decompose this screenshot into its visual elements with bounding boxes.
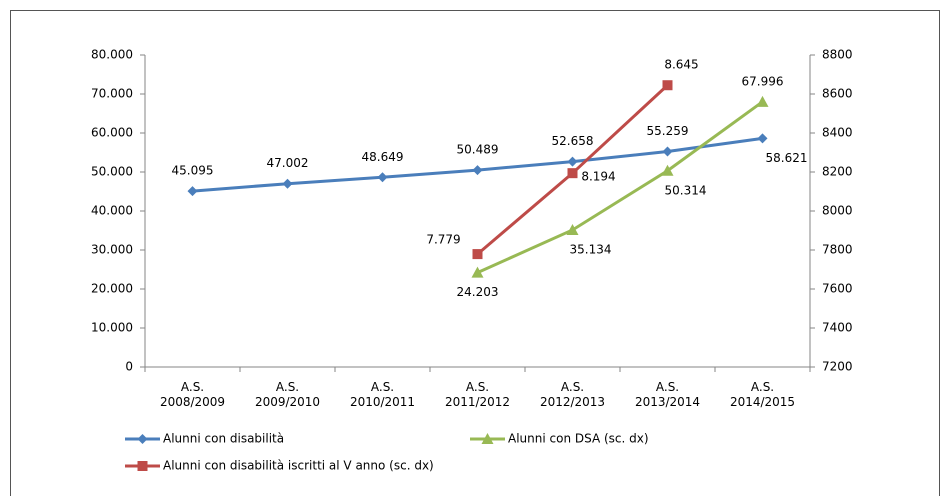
data-label: 24.203 [457,285,499,299]
x-tick-label-line: 2011/2012 [445,395,510,409]
x-tick-label-line: A.S. [371,380,394,394]
frame [10,10,940,496]
y-tick-label: 0 [125,360,133,374]
data-label: 52.658 [552,134,594,148]
y-tick-label: 70.000 [91,87,133,101]
legend-label: Alunni con disabilità [163,432,284,446]
x-tick-label-line: 2008/2009 [160,395,225,409]
x-tick-label-line: A.S. [466,380,489,394]
x-tick-label-line: A.S. [181,380,204,394]
data-label: 47.002 [267,156,309,170]
x-tick-label-line: 2010/2011 [350,395,415,409]
x-tick-label-line: A.S. [561,380,584,394]
y-tick-label: 50.000 [91,165,133,179]
y2-tick-label: 7400 [822,321,853,335]
x-tick-label-line: A.S. [751,380,774,394]
y2-tick-label: 7600 [822,282,853,296]
point [472,249,483,260]
point [757,133,768,144]
x-tick-label-line: A.S. [276,380,299,394]
point [377,172,388,183]
point [137,434,148,444]
point [481,433,494,444]
point [662,146,673,157]
x-tick-label: A.S. 2009/2010 [255,380,320,409]
data-label: 58.621 [766,151,808,165]
data-label: 48.649 [362,150,404,164]
y-tick-label: 10.000 [91,321,133,335]
y-tick-label: 30.000 [91,243,133,257]
y2-tick-label: 8200 [822,165,853,179]
point [661,164,674,176]
data-label: 50.489 [457,143,499,157]
x-tick-label: A.S. 2013/2014 [635,380,700,409]
y-tick-label: 60.000 [91,126,133,140]
y-tick-label: 40.000 [91,204,133,218]
point [471,266,484,278]
point [662,80,673,91]
x-tick-label-line: 2014/2015 [730,395,795,409]
data-label: 8.194 [581,170,615,184]
data-label: 35.134 [570,242,612,256]
x-tick-label: A.S. 2010/2011 [350,380,415,409]
legend-label: Alunni con disabilità iscritti al V anno… [163,459,434,473]
point [187,186,198,197]
data-label: 8.645 [664,58,698,72]
x-tick-label: A.S. 2008/2009 [160,380,225,409]
y2-tick-label: 7200 [822,360,853,374]
x-tick-label-line: A.S. [656,380,679,394]
data-label: 45.095 [172,164,214,178]
series-line [476,100,764,274]
data-label: 67.996 [742,74,784,88]
point [567,168,578,179]
y2-tick-label: 8400 [822,126,853,140]
y-tick-label: 80.000 [91,48,133,62]
x-tick-label: A.S. 2011/2012 [445,380,510,409]
point [472,165,483,176]
y2-tick-label: 8000 [822,204,853,218]
point [566,223,579,235]
y2-tick-label: 8600 [822,87,853,101]
x-tick-label: A.S. 2014/2015 [730,380,795,409]
x-tick-label-line: 2009/2010 [255,395,320,409]
y-tick-label: 20.000 [91,282,133,296]
data-label: 50.314 [665,183,707,197]
point [567,156,578,167]
y2-tick-label: 8800 [822,48,853,62]
x-tick-label-line: 2012/2013 [540,395,605,409]
point [282,178,293,189]
x-tick-label: A.S. 2012/2013 [540,380,605,409]
point [756,95,769,107]
x-tick-label-line: 2013/2014 [635,395,700,409]
y2-tick-label: 7800 [822,243,853,257]
point [137,461,148,471]
legend-label: Alunni con DSA (sc. dx) [508,432,649,446]
data-label: 7.779 [426,233,460,247]
data-label: 55.259 [647,124,689,138]
